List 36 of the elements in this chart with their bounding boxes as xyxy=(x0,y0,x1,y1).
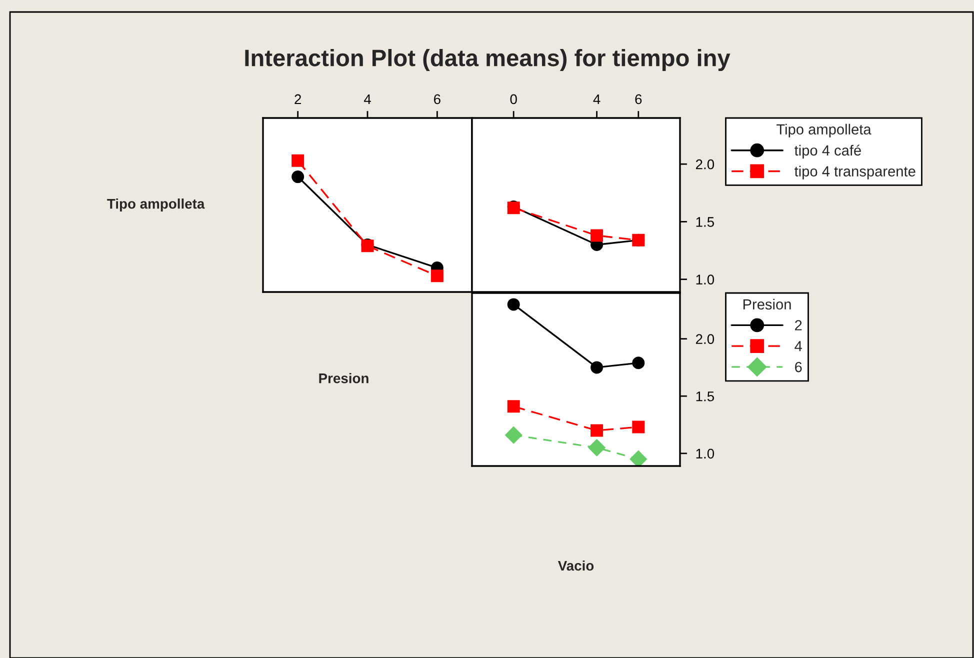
point xyxy=(430,270,444,282)
chart-title: Interaction Plot (data means) for tiempo iny xyxy=(245,48,730,72)
point xyxy=(590,229,604,242)
y-tick-label: 1.5 xyxy=(696,217,714,227)
point xyxy=(590,424,604,437)
x-tick-label: 0 xyxy=(510,94,517,104)
x-tick-label: 6 xyxy=(434,94,440,104)
legend-label: 4 xyxy=(794,341,802,352)
legend-title: Tipo ampolleta xyxy=(776,124,872,138)
legend-label: tipo 4 café xyxy=(794,144,861,158)
point xyxy=(507,400,520,413)
point xyxy=(632,420,645,434)
y-tick-label: 1.5 xyxy=(696,392,714,402)
x-tick-label: 4 xyxy=(364,94,371,104)
x-tick-label: 6 xyxy=(635,94,642,104)
legend-label: tipo 4 transparente xyxy=(794,166,916,180)
y-axis-title: Presion xyxy=(319,373,368,384)
y-tick-label: 2.0 xyxy=(696,159,714,170)
x-axis-title: Vacio xyxy=(558,560,594,571)
legend-label: 2 xyxy=(795,320,802,330)
y-tick-label: 2.0 xyxy=(696,334,714,344)
y-axis-title: Tipo ampolleta xyxy=(107,198,205,212)
point xyxy=(632,356,645,370)
y-tick-label: 1.0 xyxy=(696,274,714,284)
point xyxy=(590,361,604,374)
legend-title: Presion xyxy=(743,298,791,310)
point xyxy=(630,450,647,466)
point xyxy=(292,170,304,184)
point xyxy=(292,154,304,167)
legend-label: 6 xyxy=(795,362,802,372)
x-tick-label: 2 xyxy=(294,94,301,104)
x-tick-label: 4 xyxy=(593,94,600,104)
point xyxy=(507,298,520,311)
y-tick-label: 1.0 xyxy=(696,448,714,459)
point xyxy=(505,426,522,444)
point xyxy=(588,439,606,456)
